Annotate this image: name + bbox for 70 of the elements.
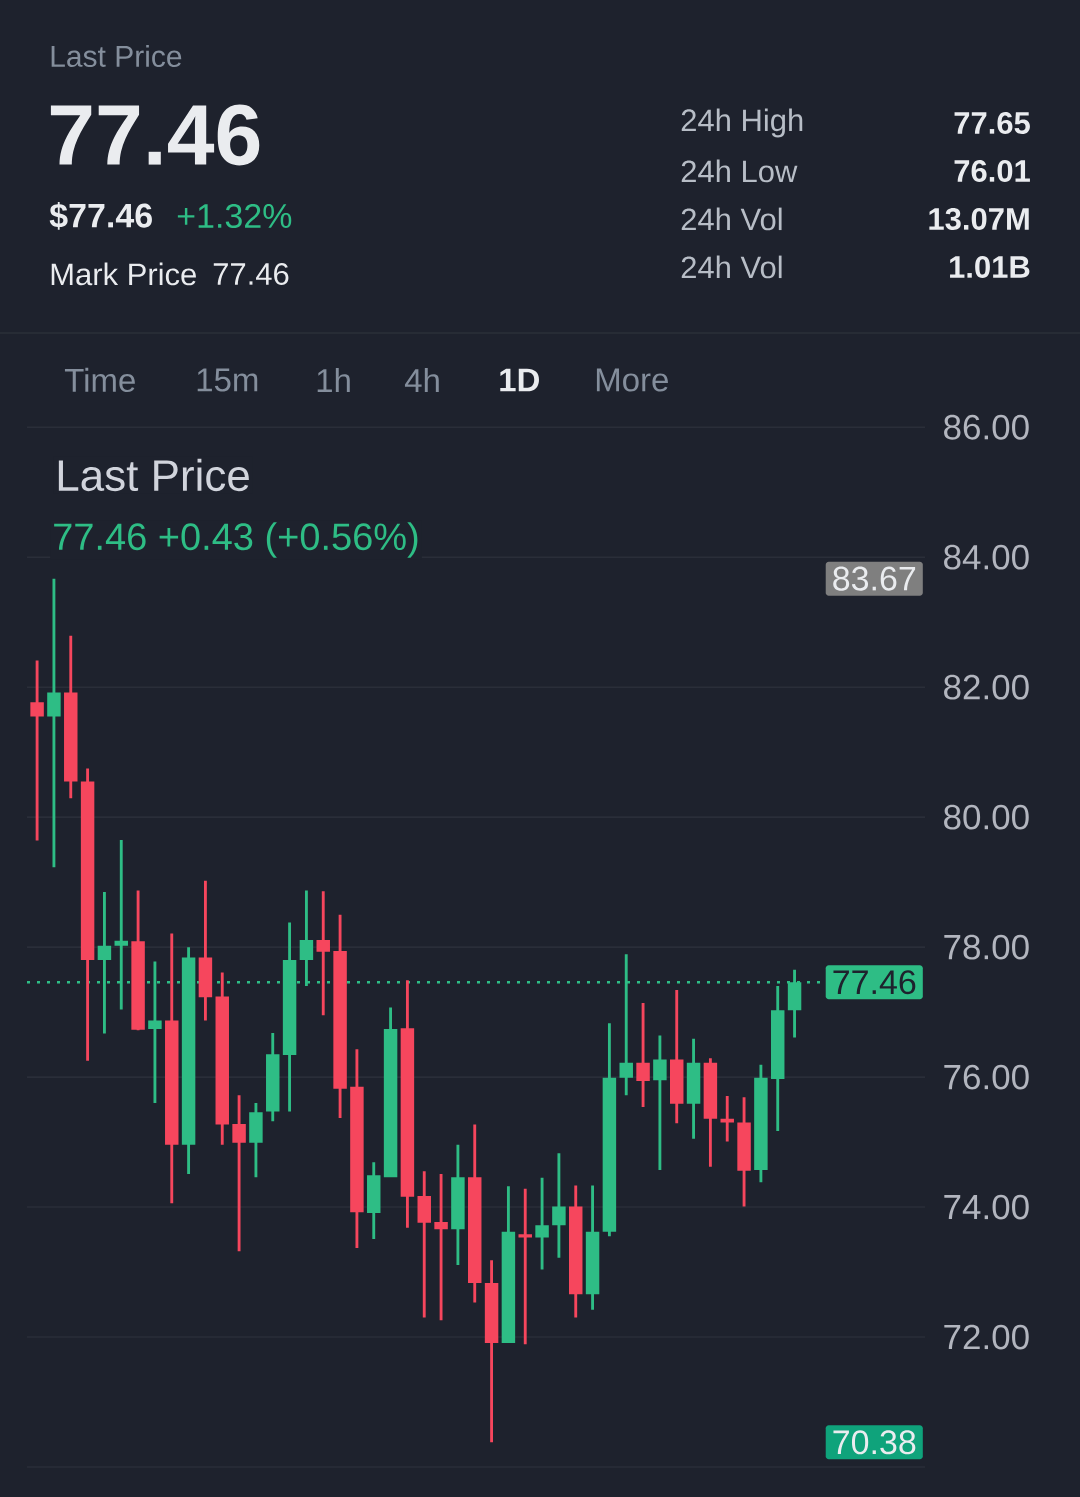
- text: 77.46 +0.43 (+0.56%): [54, 522, 418, 558]
- candlestick: [451, 1144, 465, 1265]
- candlestick: [417, 1171, 431, 1318]
- text: 4h: [404, 368, 439, 392]
- candlestick: [383, 1007, 398, 1178]
- candlestick: [80, 768, 95, 1061]
- candlestick: [165, 933, 179, 1204]
- text: 76.01: [954, 160, 1030, 182]
- text: 24h High: [681, 108, 803, 138]
- candlestick: [30, 660, 44, 841]
- text: 24h Vol: [681, 207, 782, 231]
- text: 1D: [500, 368, 539, 392]
- candlestick: [720, 1095, 734, 1142]
- text: $77.46: [49, 202, 152, 230]
- y-tick-label: 72.00: [944, 1324, 1029, 1350]
- text: 83.67: [833, 566, 916, 591]
- y-tick-label: 76.00: [944, 1064, 1029, 1090]
- text: 77.65: [954, 112, 1030, 134]
- candlestick: [400, 980, 415, 1228]
- y-tick-label: 78.00: [944, 934, 1029, 960]
- candlestick: [249, 1103, 263, 1178]
- text: Mark Price: [51, 262, 196, 286]
- candlestick: [653, 1035, 667, 1171]
- text: 13.07M: [929, 208, 1029, 230]
- text: More: [596, 368, 668, 392]
- text: Time: [64, 367, 135, 393]
- y-tick-label: 82.00: [944, 674, 1029, 700]
- candlestick: [181, 947, 196, 1174]
- text: Last Price: [51, 44, 182, 68]
- candlestick: [484, 1260, 499, 1443]
- text: 24h Vol: [681, 255, 782, 279]
- candlestick: [198, 880, 213, 1021]
- candlestick: [434, 1173, 448, 1321]
- candlestick: [670, 990, 684, 1124]
- candlestick: [266, 1032, 280, 1122]
- ref-line-label: 77.46: [833, 970, 916, 995]
- text: 1.01B: [950, 256, 1030, 278]
- candlestick: [367, 1162, 381, 1239]
- text: 77.46: [50, 104, 260, 166]
- candlestick: [585, 1185, 600, 1310]
- candlestick: [333, 914, 347, 1119]
- candlestick: [501, 1186, 516, 1343]
- candlestick: [232, 1095, 246, 1252]
- text: 70.38: [833, 1430, 916, 1455]
- candlestick: [64, 635, 78, 799]
- text: 77.46: [213, 263, 289, 285]
- y-tick-label: 86.00: [944, 414, 1029, 440]
- candlestick: [518, 1188, 532, 1345]
- candlestick: [468, 1124, 482, 1303]
- candlestick: [754, 1064, 768, 1183]
- candlestick: [131, 890, 145, 1031]
- candlestick: [569, 1185, 583, 1318]
- candlestick: [552, 1153, 566, 1258]
- text: Last Price: [58, 458, 249, 492]
- text: 15m: [197, 368, 258, 392]
- candlestick: [535, 1177, 549, 1270]
- candlestick: [350, 1049, 364, 1249]
- text: +1.32%: [177, 203, 292, 229]
- candlestick: [602, 1023, 617, 1237]
- candlestick: [703, 1058, 718, 1167]
- candlestick: [770, 986, 785, 1132]
- y-tick-label: 74.00: [944, 1194, 1029, 1220]
- text: 1h: [317, 368, 350, 392]
- candlestick: [215, 972, 229, 1145]
- candlestick: [316, 891, 330, 1016]
- y-tick-label: 80.00: [944, 804, 1029, 830]
- text: 24h Low: [681, 159, 798, 183]
- candlestick: [737, 1097, 751, 1207]
- y-tick-label: 84.00: [944, 544, 1029, 570]
- candlestick: [686, 1038, 701, 1139]
